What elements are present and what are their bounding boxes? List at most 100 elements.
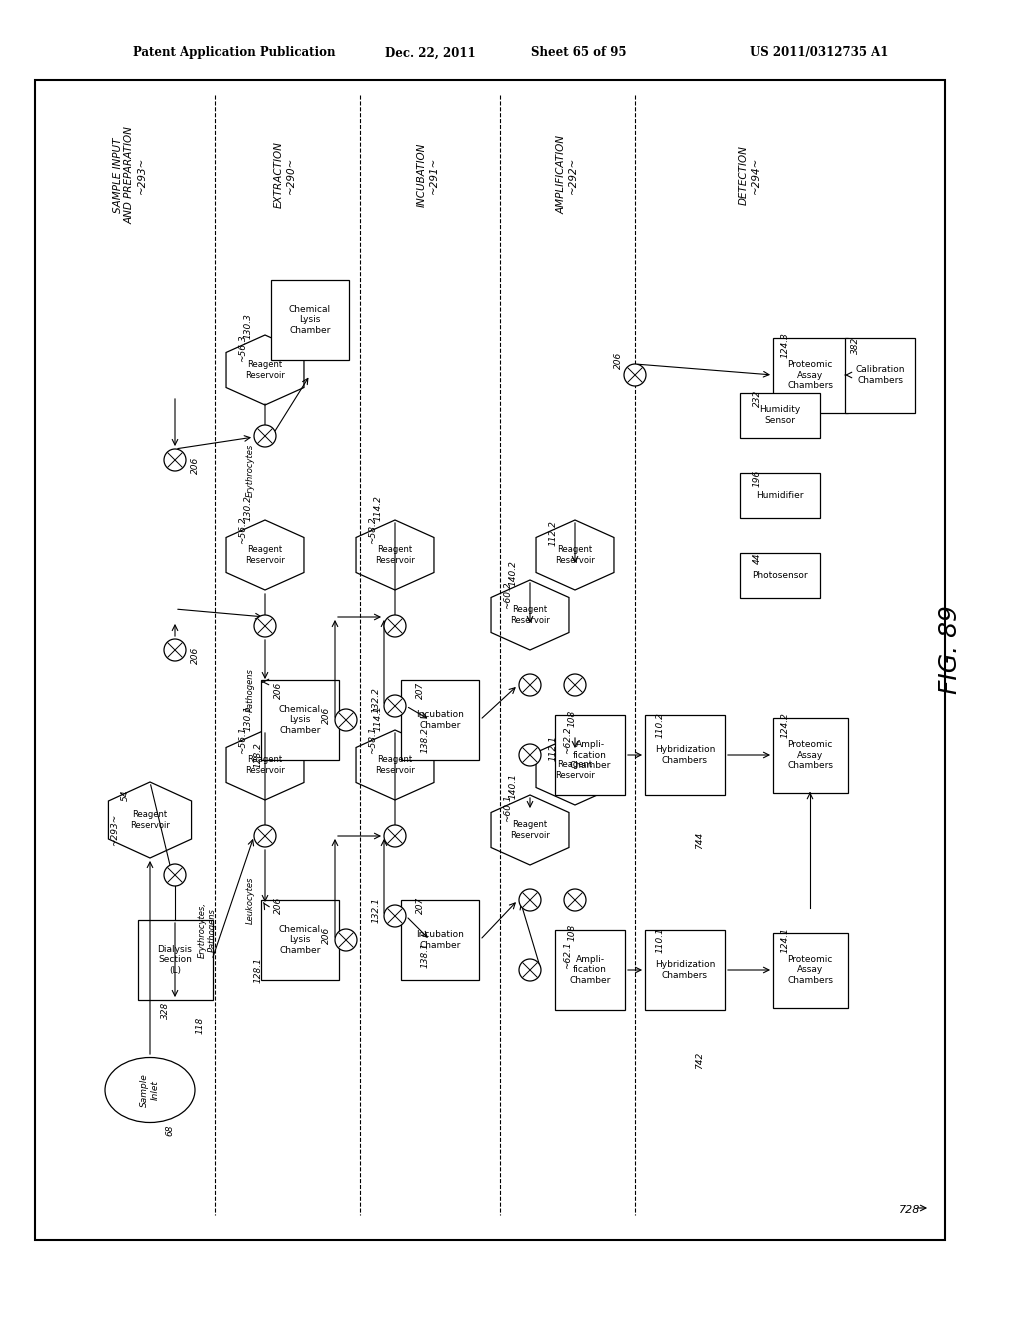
Text: ~293~: ~293~	[111, 814, 120, 846]
FancyBboxPatch shape	[740, 473, 820, 517]
Text: ~60.2: ~60.2	[504, 581, 512, 609]
Text: Reagent
Reservoir: Reagent Reservoir	[555, 545, 595, 565]
Text: 124.2: 124.2	[780, 711, 790, 738]
Text: Patent Application Publication: Patent Application Publication	[133, 46, 336, 59]
Circle shape	[564, 675, 586, 696]
Text: 232: 232	[753, 389, 762, 407]
Text: Erythrocytes,
Pathogens: Erythrocytes, Pathogens	[198, 902, 217, 958]
Text: Reagent
Reservoir: Reagent Reservoir	[245, 755, 285, 775]
Text: 114.2: 114.2	[374, 495, 383, 521]
Text: 114.1: 114.1	[374, 705, 383, 731]
Circle shape	[384, 825, 406, 847]
Text: Chemical
Lysis
Chamber: Chemical Lysis Chamber	[279, 925, 322, 954]
Text: DETECTION
~294~: DETECTION ~294~	[739, 145, 761, 205]
Text: SAMPLE INPUT
AND PREPARATION
~293~: SAMPLE INPUT AND PREPARATION ~293~	[114, 127, 146, 224]
Polygon shape	[492, 579, 569, 649]
Text: 742: 742	[695, 1051, 705, 1069]
Circle shape	[335, 929, 357, 950]
FancyBboxPatch shape	[555, 931, 625, 1010]
Circle shape	[164, 449, 186, 471]
Text: 108: 108	[567, 924, 577, 941]
Text: ~62.1: ~62.1	[563, 941, 572, 969]
Text: ~62.2: ~62.2	[563, 726, 572, 754]
Text: Reagent
Reservoir: Reagent Reservoir	[555, 760, 595, 780]
Polygon shape	[536, 520, 614, 590]
FancyBboxPatch shape	[740, 392, 820, 437]
Text: INCUBATION
~291~: INCUBATION ~291~	[417, 143, 439, 207]
FancyBboxPatch shape	[137, 920, 213, 1001]
Text: Ampli-
fication
Chamber: Ampli- fication Chamber	[569, 956, 610, 985]
Text: 207: 207	[416, 896, 425, 913]
Text: 124.3: 124.3	[780, 333, 790, 358]
FancyBboxPatch shape	[271, 280, 349, 360]
Text: 112.2: 112.2	[549, 520, 557, 546]
Text: 44: 44	[753, 552, 762, 564]
Text: 207: 207	[416, 681, 425, 698]
FancyBboxPatch shape	[845, 338, 915, 412]
FancyBboxPatch shape	[261, 680, 339, 760]
Text: 118: 118	[196, 1016, 205, 1034]
FancyBboxPatch shape	[740, 553, 820, 598]
Text: 744: 744	[695, 832, 705, 849]
Text: Leukocytes: Leukocytes	[246, 876, 255, 924]
Polygon shape	[356, 730, 434, 800]
Polygon shape	[109, 781, 191, 858]
Text: Dec. 22, 2011: Dec. 22, 2011	[385, 46, 475, 59]
Text: ~58.1: ~58.1	[369, 726, 378, 754]
Circle shape	[624, 364, 646, 385]
Text: 130.3: 130.3	[244, 313, 253, 339]
Text: 382: 382	[851, 337, 859, 354]
FancyBboxPatch shape	[772, 338, 848, 412]
FancyBboxPatch shape	[401, 680, 479, 760]
FancyBboxPatch shape	[261, 900, 339, 979]
Text: Reagent
Reservoir: Reagent Reservoir	[245, 360, 285, 380]
FancyBboxPatch shape	[645, 931, 725, 1010]
Text: 328: 328	[161, 1002, 170, 1019]
Text: 206: 206	[190, 457, 200, 474]
Text: ~56.3: ~56.3	[239, 334, 248, 362]
Text: Reagent
Reservoir: Reagent Reservoir	[245, 545, 285, 565]
Text: Chemical
Lysis
Chamber: Chemical Lysis Chamber	[289, 305, 331, 335]
Text: ~60.1: ~60.1	[504, 795, 512, 822]
Text: Pathogens: Pathogens	[246, 668, 255, 711]
Circle shape	[519, 675, 541, 696]
Text: Chemical
Lysis
Chamber: Chemical Lysis Chamber	[279, 705, 322, 735]
Text: 206: 206	[322, 706, 331, 723]
FancyBboxPatch shape	[772, 718, 848, 792]
Polygon shape	[226, 730, 304, 800]
FancyBboxPatch shape	[772, 932, 848, 1007]
Text: 728: 728	[899, 1205, 921, 1214]
Text: Calibration
Chambers: Calibration Chambers	[855, 366, 905, 384]
Text: 196: 196	[753, 470, 762, 487]
Text: Humidifier: Humidifier	[757, 491, 804, 499]
Text: 130.1: 130.1	[244, 705, 253, 731]
Text: Incubation
Chamber: Incubation Chamber	[416, 931, 464, 949]
Text: 128.1: 128.1	[254, 957, 262, 983]
Text: 132.1: 132.1	[372, 898, 381, 923]
Text: 132.2: 132.2	[372, 688, 381, 713]
Circle shape	[164, 865, 186, 886]
Text: 206: 206	[273, 896, 283, 913]
Text: ~56.2: ~56.2	[239, 516, 248, 544]
Text: Reagent
Reservoir: Reagent Reservoir	[130, 810, 170, 830]
Circle shape	[384, 615, 406, 638]
Polygon shape	[492, 795, 569, 865]
Circle shape	[384, 696, 406, 717]
Text: Proteomic
Assay
Chambers: Proteomic Assay Chambers	[787, 360, 833, 389]
Circle shape	[254, 615, 276, 638]
FancyBboxPatch shape	[645, 715, 725, 795]
Text: US 2011/0312735 A1: US 2011/0312735 A1	[750, 46, 889, 59]
Circle shape	[519, 888, 541, 911]
Circle shape	[384, 906, 406, 927]
Circle shape	[164, 639, 186, 661]
Text: 206: 206	[613, 351, 623, 368]
Text: 140.2: 140.2	[509, 560, 517, 586]
Text: 110.1: 110.1	[655, 927, 665, 953]
Text: Sample
Inlet: Sample Inlet	[140, 1073, 160, 1107]
Text: 206: 206	[322, 927, 331, 944]
Text: 54: 54	[121, 789, 129, 801]
Ellipse shape	[105, 1057, 195, 1122]
Text: 206: 206	[190, 647, 200, 664]
Text: Reagent
Reservoir: Reagent Reservoir	[375, 545, 415, 565]
Text: Proteomic
Assay
Chambers: Proteomic Assay Chambers	[787, 741, 833, 770]
